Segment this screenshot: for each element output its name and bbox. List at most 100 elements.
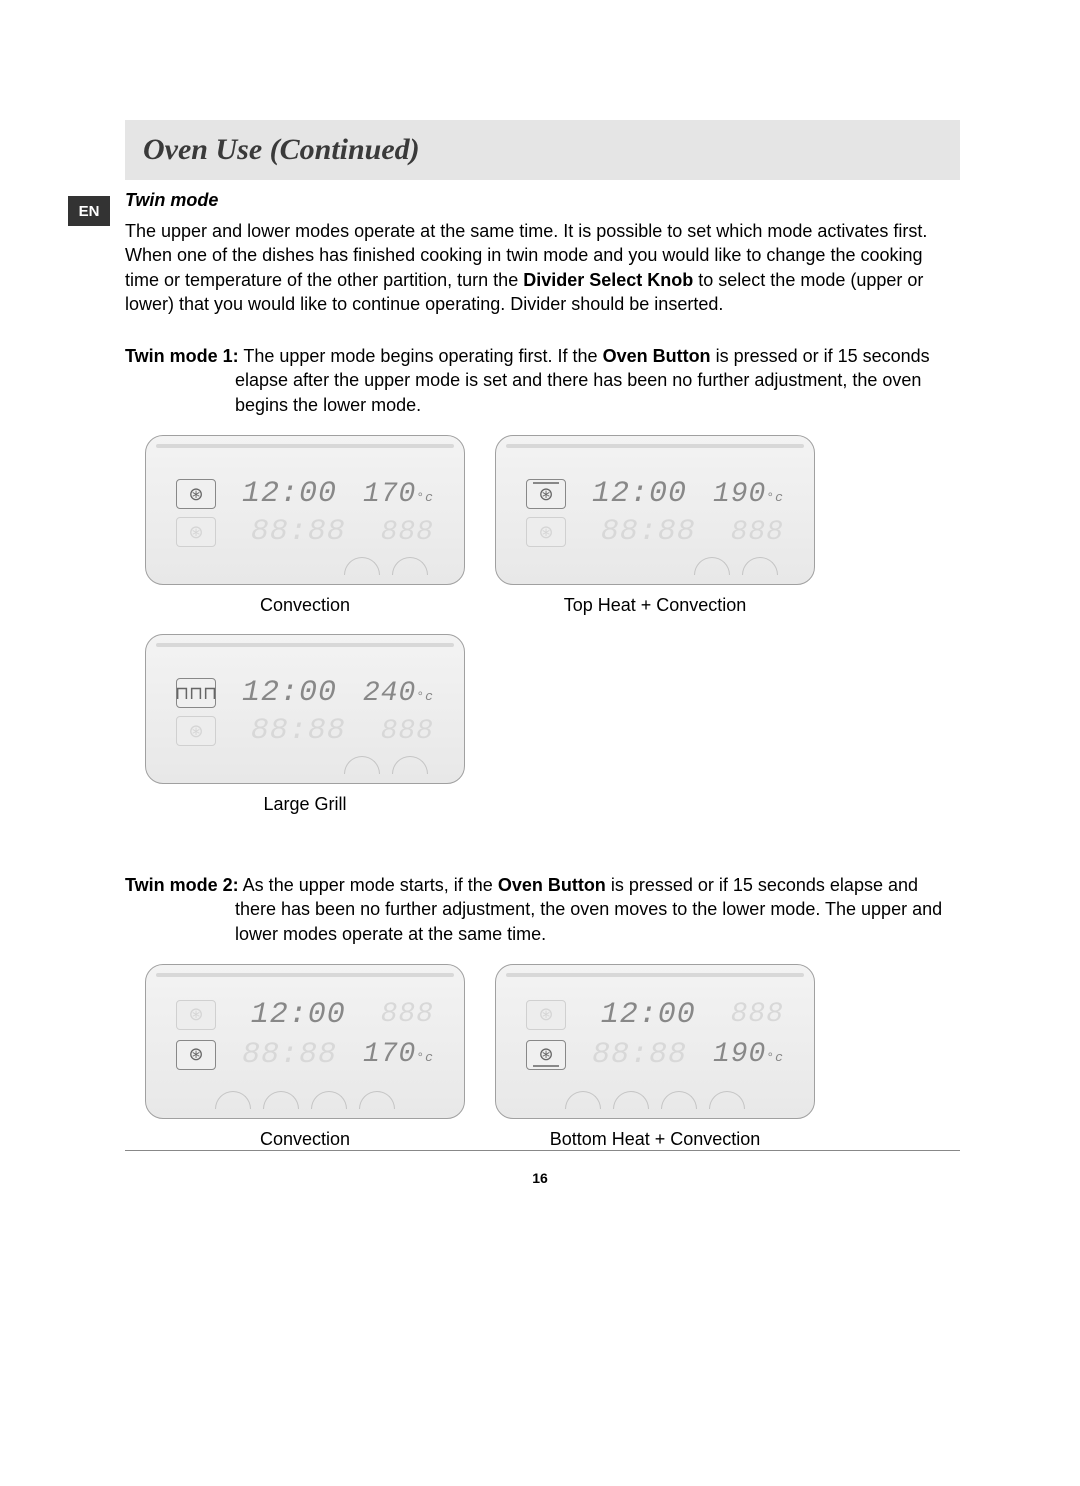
mode-icon-glyph: ⊛ [188, 1044, 203, 1065]
mode-icon-glyph: ⊛ [188, 1004, 203, 1025]
mode2-description: Twin mode 2: As the upper mode starts, i… [125, 873, 960, 946]
panel-row-upper: ⊛ 12:00 888 [176, 997, 434, 1033]
temp-display: 888 [731, 517, 784, 548]
mode2-panel-grid: ⊛ 12:00 888 ⊛ 88:88 170°c Convection ⊛ 1… [125, 964, 960, 1150]
temp-display: 190°c [713, 1039, 784, 1070]
knob-arc [742, 557, 778, 575]
time-display: 88:88 [601, 515, 696, 549]
mode-icon-glyph: ⊛ [538, 1044, 553, 1065]
mode1-description: Twin mode 1: The upper mode begins opera… [125, 344, 960, 417]
panel-caption: Convection [260, 595, 350, 616]
mode2-bold: Oven Button [498, 875, 606, 895]
display-row: ⊛ 12:00 888 ⊛ 88:88 170°c Convection ⊛ 1… [145, 964, 960, 1150]
mode-icon: ⊛ [526, 517, 566, 547]
mode-icon-glyph: ⊛ [188, 721, 203, 742]
page-title: Oven Use (Continued) [143, 133, 420, 167]
mode-icon: ⊛ [526, 1000, 566, 1030]
language-badge: EN [68, 196, 110, 226]
intro-paragraph: The upper and lower modes operate at the… [125, 219, 960, 316]
display-column: ⊛ 12:00 888 ⊛ 88:88 170°c Convection [145, 964, 465, 1150]
time-display: 12:00 [242, 477, 337, 511]
mode-icon-glyph: ⊛ [538, 1004, 553, 1025]
oven-display-panel: ⊛ 12:00 170°c ⊛ 88:88 888 [145, 435, 465, 585]
knob-arcs [338, 756, 434, 779]
panel-row-lower: ⊛ 88:88 888 [176, 514, 434, 550]
knob-arc [344, 756, 380, 774]
knob-arc [709, 1091, 745, 1109]
knob-arcs [496, 1091, 814, 1114]
intro-bold: Divider Select Knob [523, 270, 693, 290]
knob-arc [263, 1091, 299, 1109]
display-column: ⊛ 12:00 888 ⊛ 88:88 190°c Bottom Heat + … [495, 964, 815, 1150]
knob-arc [311, 1091, 347, 1109]
mode-icon: ⊓⊓⊓ [176, 678, 216, 708]
mode-icon: ⊛ [526, 479, 566, 509]
knob-arc [392, 557, 428, 575]
time-display: 12:00 [592, 477, 687, 511]
mode-icon-glyph: ⊛ [538, 484, 553, 505]
panel-row-lower: ⊛ 88:88 190°c [526, 1037, 784, 1073]
knob-arc [392, 756, 428, 774]
knob-arc [344, 557, 380, 575]
panel-row-upper: ⊓⊓⊓ 12:00 240°c [176, 675, 434, 711]
temp-display: 888 [381, 517, 434, 548]
panel-caption: Large Grill [263, 794, 346, 815]
oven-display-panel: ⊛ 12:00 888 ⊛ 88:88 190°c [495, 964, 815, 1119]
knob-arcs [338, 557, 434, 580]
mode2-text-1: As the upper mode starts, if the [239, 875, 498, 895]
panel-row-upper: ⊛ 12:00 190°c [526, 476, 784, 512]
mode-icon: ⊛ [526, 1040, 566, 1070]
panel-top-bar [156, 973, 454, 977]
mode-icon: ⊛ [176, 1040, 216, 1070]
panel-caption: Bottom Heat + Convection [550, 1129, 761, 1150]
display-row: ⊛ 12:00 170°c ⊛ 88:88 888 Convection ⊛ 1… [145, 435, 960, 616]
display-column: ⊛ 12:00 170°c ⊛ 88:88 888 Convection [145, 435, 465, 616]
title-banner: Oven Use (Continued) [125, 120, 960, 180]
panel-top-bar [506, 973, 804, 977]
oven-display-panel: ⊛ 12:00 190°c ⊛ 88:88 888 [495, 435, 815, 585]
mode-icon-glyph: ⊛ [188, 484, 203, 505]
knob-arc [359, 1091, 395, 1109]
oven-display-panel: ⊛ 12:00 888 ⊛ 88:88 170°c [145, 964, 465, 1119]
temp-display: 190°c [713, 479, 784, 510]
knob-arcs [688, 557, 784, 580]
display-column: ⊓⊓⊓ 12:00 240°c ⊛ 88:88 888 Large Grill [145, 634, 465, 815]
knob-arc [565, 1091, 601, 1109]
panel-top-bar [506, 444, 804, 448]
temp-display: 170°c [363, 1039, 434, 1070]
panel-row-upper: ⊛ 12:00 170°c [176, 476, 434, 512]
mode-icon-glyph: ⊛ [188, 522, 203, 543]
panel-top-bar [156, 444, 454, 448]
knob-arc [613, 1091, 649, 1109]
mode1-label: Twin mode 1: [125, 346, 239, 366]
mode1-panel-grid: ⊛ 12:00 170°c ⊛ 88:88 888 Convection ⊛ 1… [125, 435, 960, 815]
knob-arc [215, 1091, 251, 1109]
display-row: ⊓⊓⊓ 12:00 240°c ⊛ 88:88 888 Large Grill [145, 634, 960, 815]
mode2-label: Twin mode 2: [125, 875, 239, 895]
mode-icon: ⊛ [176, 517, 216, 547]
knob-arcs [146, 1091, 464, 1114]
footer-divider [125, 1150, 960, 1151]
knob-arc [661, 1091, 697, 1109]
time-display: 12:00 [242, 676, 337, 710]
time-display: 88:88 [251, 515, 346, 549]
knob-arc [694, 557, 730, 575]
panel-caption: Convection [260, 1129, 350, 1150]
oven-display-panel: ⊓⊓⊓ 12:00 240°c ⊛ 88:88 888 [145, 634, 465, 784]
panel-top-bar [156, 643, 454, 647]
temp-display: 240°c [363, 678, 434, 709]
mode-icon: ⊛ [176, 716, 216, 746]
display-column: ⊛ 12:00 190°c ⊛ 88:88 888 Top Heat + Con… [495, 435, 815, 616]
panel-caption: Top Heat + Convection [564, 595, 747, 616]
temp-display: 888 [381, 999, 434, 1030]
page-number: 16 [0, 1170, 1080, 1186]
time-display: 88:88 [242, 1038, 337, 1072]
mode-icon: ⊛ [176, 479, 216, 509]
panel-row-lower: ⊛ 88:88 888 [176, 713, 434, 749]
panel-row-lower: ⊛ 88:88 170°c [176, 1037, 434, 1073]
mode-icon: ⊛ [176, 1000, 216, 1030]
temp-display: 888 [731, 999, 784, 1030]
section-heading: Twin mode [125, 190, 960, 211]
mode1-bold: Oven Button [603, 346, 711, 366]
time-display: 88:88 [251, 714, 346, 748]
